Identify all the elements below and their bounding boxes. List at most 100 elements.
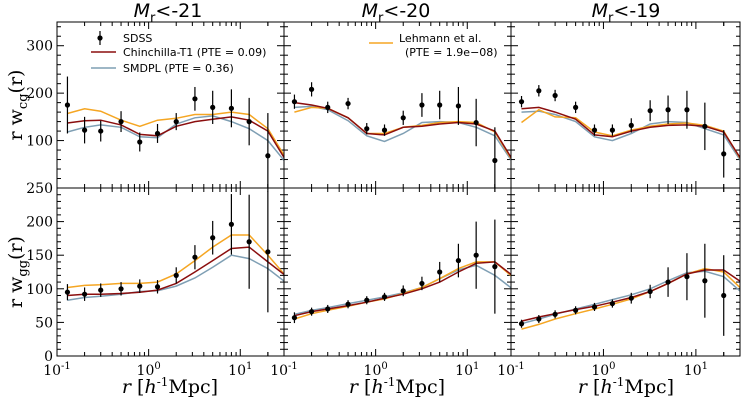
sdss-point	[721, 151, 727, 157]
sdss-point	[98, 287, 104, 293]
sdss-point	[628, 122, 634, 128]
sdss-point	[308, 86, 315, 92]
sdss-point	[364, 126, 370, 132]
sdss-point	[400, 115, 406, 121]
sdss-point	[647, 288, 653, 295]
sdss-point	[609, 127, 616, 133]
sdss-point	[210, 235, 216, 241]
sdss-point	[492, 157, 498, 164]
sdss-point	[291, 99, 298, 105]
y-tick-label: 200	[26, 86, 53, 102]
panel-title-mr21: Mr<-21	[134, 0, 203, 26]
sdss-point	[98, 128, 104, 134]
sdss-point	[455, 103, 461, 109]
sdss-point	[647, 108, 653, 114]
series-group	[64, 191, 284, 313]
sdss-point	[265, 249, 271, 255]
sdss-point	[518, 99, 525, 105]
sdss-point	[246, 239, 252, 245]
sdss-point	[64, 102, 71, 108]
sdss-point	[609, 300, 616, 307]
x-axis-label: r [h-1Mpc]	[122, 375, 218, 398]
sdss-point	[400, 288, 406, 294]
sdss-point	[419, 102, 425, 108]
sdss-point	[573, 104, 579, 110]
y-tick-label: 250	[26, 181, 53, 197]
sdss-point	[419, 280, 425, 287]
sdss-point	[573, 307, 579, 313]
x-tick-label: 100	[364, 361, 388, 379]
sdss-point	[437, 102, 443, 108]
sdss-point	[173, 119, 179, 125]
series-group	[291, 82, 511, 188]
y-tick-label: 50	[35, 315, 53, 331]
x-tick-label: 100	[137, 361, 161, 379]
sdss-point	[492, 264, 498, 270]
sdss-point	[364, 297, 370, 303]
sdss-point	[228, 221, 234, 227]
sdss-point	[552, 92, 558, 99]
sdss-point	[591, 127, 598, 133]
panel-frame	[510, 187, 741, 357]
sdss-point	[684, 274, 690, 280]
sdss-point	[702, 278, 708, 284]
panel-gg-2: 10-1 100 101	[497, 187, 741, 379]
y-tick-label: 100	[26, 134, 53, 150]
panel-gg-0: 0 50 100 150 200 250 10-1 100 101	[26, 181, 285, 379]
sdss-point	[308, 309, 315, 315]
x-axis-label: r [h-1Mpc]	[578, 375, 674, 398]
y-axis-label-top: r wcg(r)	[5, 70, 31, 141]
panel-title-mr20: Mr<-20	[362, 0, 431, 26]
legend-sdss-label: SDSS	[123, 32, 152, 45]
sdss-point	[137, 139, 143, 145]
x-tick-label: 101	[684, 361, 708, 379]
sdss-point	[246, 119, 252, 125]
sdss-point	[665, 279, 671, 285]
sdss-point	[154, 284, 161, 290]
legend-chinchilla-label: Chinchilla-T1 (PTE = 0.09)	[123, 46, 266, 59]
x-axis-label: r [h-1Mpc]	[349, 375, 445, 398]
sdss-point	[536, 316, 542, 322]
y-tick-label: 0	[44, 349, 53, 365]
sdss-point	[118, 286, 124, 292]
y-tick-label: 100	[26, 282, 53, 298]
sdss-point	[455, 257, 461, 264]
panel-cg-2	[510, 21, 741, 189]
series-group	[64, 76, 284, 188]
sdss-point	[381, 127, 388, 133]
series-group	[291, 219, 511, 324]
x-tick-label: 10-1	[43, 361, 71, 379]
sdss-point	[437, 269, 443, 275]
legend-lehmann-pte: (PTE = 1.9e−08)	[405, 46, 498, 59]
sdss-point	[64, 289, 71, 295]
legend-right: Lehmann et al.(PTE = 1.9e−08)	[369, 32, 498, 59]
sdss-point	[154, 130, 161, 137]
panel-frame	[283, 187, 512, 357]
panel-frame	[510, 21, 741, 189]
panel-title-mr19: Mr<-19	[592, 0, 661, 26]
panel-cg-0: 100 200 300	[26, 21, 285, 189]
sdss-point	[265, 153, 271, 159]
sdss-point	[173, 272, 179, 278]
sdss-point	[192, 254, 198, 260]
sdss-point	[345, 301, 351, 307]
x-tick-label: 101	[455, 361, 479, 379]
sdss-point	[473, 119, 479, 126]
sdss-point	[210, 104, 216, 110]
sdss-point	[702, 123, 708, 129]
sdss-point	[192, 96, 198, 102]
sdss-point	[381, 294, 388, 300]
sdss-point	[81, 291, 88, 297]
sdss-point	[628, 295, 634, 301]
sdss-point	[345, 100, 351, 107]
sdss-point	[137, 283, 143, 289]
sdss-point	[684, 107, 690, 113]
x-tick-label: 100	[591, 361, 615, 379]
x-tick-label: 101	[228, 361, 252, 379]
y-tick-label: 200	[26, 215, 53, 231]
sdss-point	[325, 104, 331, 110]
sdss-point	[591, 304, 598, 310]
sdss-point	[118, 119, 124, 125]
